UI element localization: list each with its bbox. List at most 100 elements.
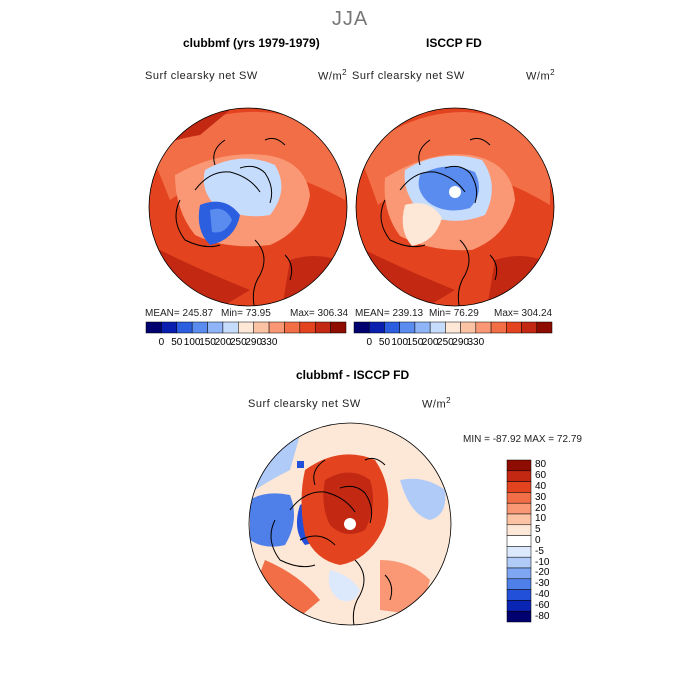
- map-right-ice: [418, 166, 479, 211]
- colorbar-swatch: [399, 321, 416, 334]
- panel-right-title: ISCCP FD: [426, 36, 482, 50]
- colorbar-diff-tick-label: -5: [535, 545, 544, 557]
- colorbar-diff-swatch: [506, 546, 532, 558]
- diff-title: clubbmf - ISCCP FD: [296, 368, 410, 382]
- colorbar-tick-label: 100: [391, 337, 409, 348]
- panel-right-mean: MEAN= 239.13: [355, 308, 424, 319]
- colorbar-swatch: [384, 321, 400, 334]
- panel-left-title: clubbmf (yrs 1979-1979): [183, 36, 320, 50]
- colorbar-tick-label: 330: [467, 337, 485, 348]
- colorbar-swatch: [314, 321, 331, 334]
- colorbar-swatch: [368, 321, 385, 334]
- colorbar-tick-label: 150: [406, 337, 424, 348]
- colorbar-diff-swatch: [506, 459, 532, 472]
- colorbar-tick-label: 0: [366, 337, 372, 348]
- panel-left-units: W/m2: [318, 68, 348, 83]
- colorbar-diff-swatch: [506, 492, 532, 504]
- map-left-ice: [203, 158, 282, 217]
- colorbar-swatch: [299, 321, 316, 334]
- page-title: JJA: [331, 8, 369, 30]
- colorbar-swatch: [506, 321, 522, 334]
- colorbar-diff-tick-label: 40: [535, 481, 547, 492]
- colorbar-swatch: [475, 321, 492, 334]
- colorbar-diff-swatch: [506, 610, 532, 623]
- panel-right-field: Surf clearsky net SW: [352, 70, 465, 82]
- colorbar-diff-swatch: [506, 556, 532, 569]
- colorbar-diff: [506, 459, 532, 623]
- map-right: [356, 108, 554, 306]
- panel-left-field: Surf clearsky net SW: [145, 70, 258, 82]
- colorbar-swatch: [460, 321, 477, 334]
- colorbar-diff-tick-label: -30: [535, 578, 550, 590]
- colorbar-diff-tick-label: 30: [535, 491, 547, 503]
- colorbar-swatch: [490, 321, 507, 334]
- panel-right-min: Min= 76.29: [429, 308, 479, 319]
- diff-minmax: MIN = -87.92 MAX = 72.79: [463, 434, 582, 445]
- colorbar-swatch: [353, 321, 370, 334]
- colorbar-swatch: [330, 321, 347, 334]
- colorbar-swatch: [222, 321, 239, 334]
- colorbar-swatch: [429, 321, 446, 334]
- colorbar-diff-swatch: [506, 578, 532, 590]
- diff-field: Surf clearsky net SW: [248, 398, 361, 410]
- colorbar-diff-swatch: [506, 589, 532, 601]
- colorbar-diff-tick-label: -60: [535, 599, 550, 611]
- colorbar-left: [145, 321, 347, 334]
- colorbar-swatch: [268, 321, 285, 334]
- colorbar-diff-swatch: [506, 600, 532, 612]
- colorbar-diff-tick-label: -20: [535, 567, 550, 579]
- diff-units: W/m2: [422, 396, 452, 411]
- colorbar-diff-tick-label: 10: [535, 513, 547, 525]
- map-left: [149, 108, 347, 306]
- map-right-pole-hole: [449, 186, 461, 198]
- colorbar-tick-label: 200: [214, 337, 232, 348]
- colorbar-diff-tick-label: -40: [535, 589, 550, 600]
- colorbar-diff-swatch: [506, 470, 532, 482]
- panel-left-max: Max= 306.34: [290, 308, 349, 319]
- map-right-coastlines: [380, 137, 498, 306]
- colorbar-right: [353, 321, 553, 334]
- colorbar-diff-tick-label: -80: [535, 610, 550, 622]
- colorbar-tick-label: 50: [171, 337, 183, 348]
- colorbar-swatch: [176, 321, 193, 334]
- colorbar-diff-tick-label: 20: [535, 502, 547, 514]
- colorbar-swatch: [207, 321, 224, 334]
- colorbar-tick-label: 250: [437, 337, 454, 348]
- colorbar-diff-swatch: [506, 481, 532, 493]
- colorbar-tick-label: 100: [183, 337, 201, 348]
- colorbar-diff-tick-label: 80: [535, 459, 547, 471]
- colorbar-swatch: [521, 321, 538, 334]
- colorbar-diff-swatch: [506, 502, 532, 515]
- colorbar-tick-label: 200: [421, 337, 439, 348]
- colorbar-swatch: [253, 321, 270, 334]
- colorbar-tick-label: 0: [158, 337, 165, 348]
- colorbar-diff-tick-label: 5: [535, 524, 541, 536]
- map-diff-coastlines: [270, 457, 393, 625]
- panel-right-max: Max= 304.24: [494, 308, 553, 319]
- colorbar-diff-tick-label: 60: [535, 470, 547, 482]
- colorbar-swatch: [191, 321, 208, 334]
- colorbar-swatch: [145, 321, 162, 334]
- panel-left-min: Min= 73.95: [221, 308, 271, 319]
- colorbar-tick-label: 150: [199, 337, 216, 348]
- colorbar-swatch: [238, 321, 254, 334]
- colorbar-swatch: [414, 321, 431, 334]
- colorbar-tick-label: 290: [452, 337, 469, 348]
- colorbar-swatch: [161, 321, 178, 334]
- colorbar-diff-swatch: [506, 567, 532, 580]
- map-diff: [249, 423, 451, 625]
- colorbar-tick-label: 50: [378, 337, 391, 348]
- map-diff-pole-hole: [344, 518, 356, 530]
- colorbar-diff-swatch: [506, 535, 532, 547]
- colorbar-diff-swatch: [506, 513, 532, 526]
- map-left-coastlines: [175, 137, 293, 306]
- colorbar-swatch: [284, 321, 301, 334]
- colorbar-swatch: [445, 321, 461, 334]
- panel-left-mean: MEAN= 245.87: [145, 308, 214, 319]
- colorbar-diff-tick-label: 0: [535, 535, 541, 546]
- colorbar-swatch: [536, 321, 553, 334]
- colorbar-diff-swatch: [506, 524, 532, 536]
- panel-right-units: W/m2: [526, 68, 556, 83]
- colorbar-tick-label: 330: [260, 337, 278, 348]
